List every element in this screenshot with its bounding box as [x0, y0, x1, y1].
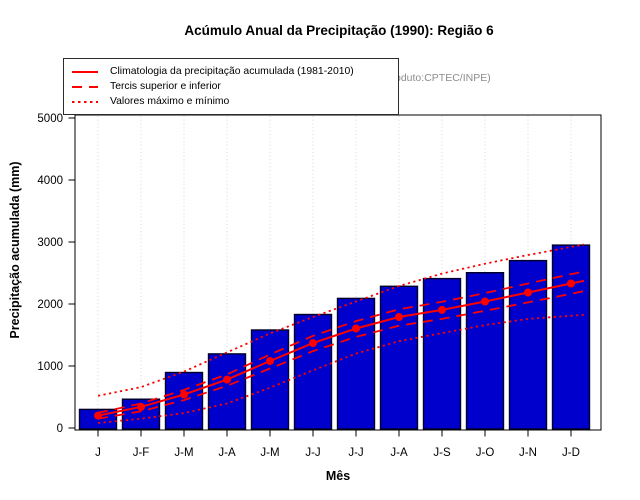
x-tick-label: J-N	[519, 447, 537, 459]
y-tick-label: 0	[57, 423, 63, 435]
x-tick-label: J-A	[218, 447, 236, 459]
y-tick-label: 3000	[37, 237, 63, 249]
legend: Climatologia da precipitação acumulada (…	[63, 58, 399, 115]
x-tick-label: J-O	[476, 447, 495, 459]
climatology-point	[352, 324, 360, 333]
line-dashed	[97, 290, 585, 420]
legend-label-max-min: Valores máximo e mínimo	[110, 96, 230, 107]
bar-J-D	[551, 244, 591, 430]
x-tick-label: J-S	[433, 447, 451, 459]
legend-label-terciles: Tercis superior e inferior	[110, 81, 221, 92]
climatology-point	[266, 357, 274, 365]
y-tick-label: 5000	[37, 113, 63, 125]
line-dotted	[97, 243, 585, 397]
legend-item-climatology: Climatologia da precipitação acumulada (…	[64, 64, 398, 79]
plot-frame	[74, 114, 602, 431]
x-tick-label: J	[95, 447, 101, 459]
bar-J-N	[508, 259, 548, 430]
y-axis-title: Precipitação acumulada (mm)	[8, 161, 22, 339]
x-tick-label: J-M	[260, 447, 279, 459]
bar-J-S	[422, 277, 462, 430]
climatology-point	[94, 411, 102, 420]
climatology-point	[309, 339, 317, 348]
solid-line-icon	[72, 70, 98, 73]
chart-title: Acúmulo Anual da Precipitação (1990): Re…	[184, 23, 494, 38]
bar-J-A	[379, 285, 419, 430]
dashed-line-icon	[72, 85, 98, 88]
y-tick-label: 1000	[37, 361, 63, 373]
bar-J-J	[336, 297, 376, 430]
x-tick-label: J-F	[133, 447, 150, 459]
bar-J-J	[293, 313, 333, 430]
legend-label-climatology: Climatologia da precipitação acumulada (…	[110, 66, 354, 77]
line-dashed	[97, 270, 585, 414]
climatology-point	[137, 402, 145, 411]
climatology-point	[481, 297, 489, 306]
product-annotation: (Produto:CPTEC/INPE)	[381, 72, 491, 84]
climatology-point	[223, 375, 231, 384]
climatology-point	[180, 390, 188, 399]
climatology-point	[524, 288, 532, 297]
climatology-point	[438, 305, 446, 314]
climatology-point	[395, 313, 403, 321]
y-tick-label: 2000	[37, 299, 63, 311]
x-tick-label: J-D	[562, 447, 580, 459]
legend-item-max-min: Valores máximo e mínimo	[64, 94, 398, 109]
x-tick-label: J-M	[174, 447, 193, 459]
climatology-point	[567, 279, 575, 288]
bar-J-A	[207, 353, 247, 430]
legend-item-terciles: Tercis superior e inferior	[64, 79, 398, 94]
line-dotted	[97, 313, 585, 424]
x-tick-label: J-J	[305, 447, 320, 459]
x-tick-label: J-A	[390, 447, 408, 459]
y-tick-label: 4000	[37, 175, 63, 187]
dotted-line-icon	[72, 100, 98, 103]
bar-J-M	[250, 329, 290, 430]
x-axis-title: Mês	[325, 469, 351, 483]
x-tick-label: J-J	[348, 447, 363, 459]
